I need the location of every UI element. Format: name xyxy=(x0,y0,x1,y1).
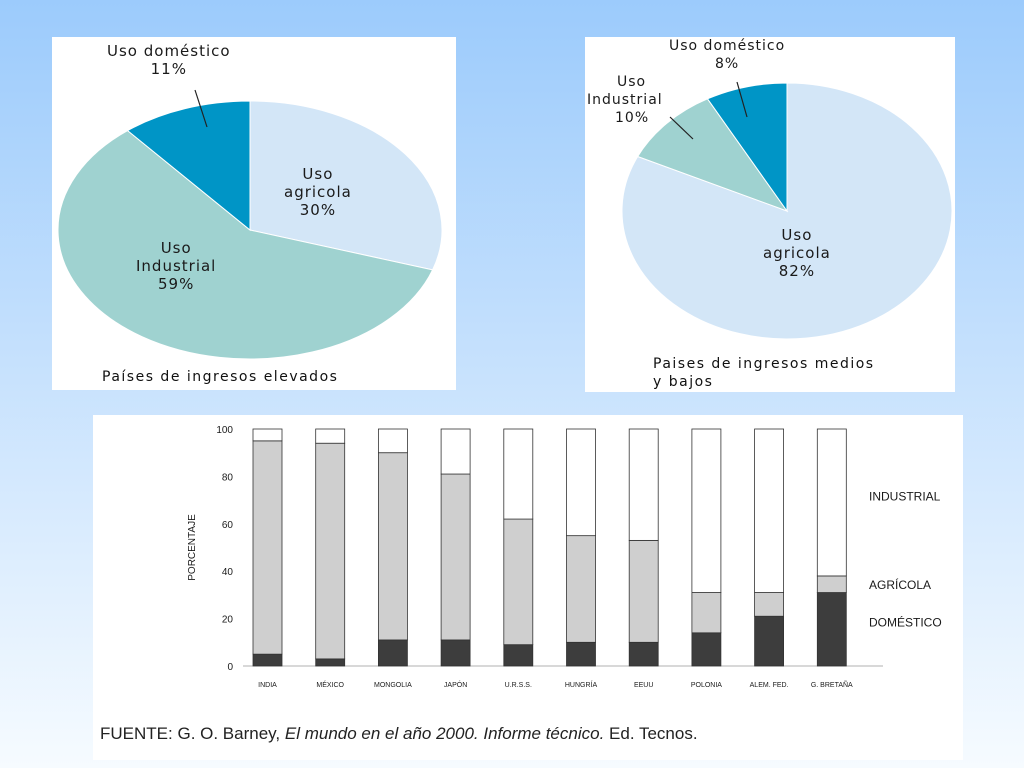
x-tick-label: G. BRETAÑA xyxy=(811,680,853,689)
bar-segment-agricola xyxy=(628,539,659,643)
pie-low-income-svg xyxy=(621,81,953,340)
bar-segment-agricola xyxy=(754,592,784,617)
pie2-caption: Paises de ingresos medios y bajos xyxy=(653,355,875,391)
stacked-bar-chart: 0 20 40 60 80 100 PORCENTAJE INDIA MÉXICO MONGOLI… xyxy=(93,415,963,760)
pie1-ind-value: 59% xyxy=(158,275,195,293)
bar-segment-domestico xyxy=(691,632,722,667)
x-tick-label: MONGOLIA xyxy=(374,682,412,689)
pie2-ind-title2: Industrial xyxy=(587,92,663,108)
source-label: FUENTE: xyxy=(100,724,173,743)
bar-segment-domestico xyxy=(503,644,534,667)
x-tick-label: MÉXICO xyxy=(316,680,344,689)
pie1-label-domestic: Uso doméstico 11% xyxy=(107,42,231,78)
pie2-agri-title2: agricola xyxy=(763,244,831,262)
legend-label-industrial: INDUSTRIAL xyxy=(869,489,941,503)
bar-segment-agricola xyxy=(503,518,534,646)
y-tick-label: 60 xyxy=(222,520,234,531)
bar-segment-domestico xyxy=(252,653,283,667)
y-tick-label: 100 xyxy=(216,425,233,436)
x-tick-label: JAPÓN xyxy=(444,680,467,689)
source-note: FUENTE: G. O. Barney, El mundo en el año… xyxy=(100,724,698,744)
x-tick-label: INDIA xyxy=(258,682,277,689)
pie2-domestic-title: Uso doméstico xyxy=(669,38,786,54)
bar-segment-industrial xyxy=(315,428,346,444)
bar-segment-industrial xyxy=(503,428,534,520)
bar-segment-agricola xyxy=(377,452,408,641)
pie-chart-high-income: Uso doméstico 11% Uso agricola 30% Uso I… xyxy=(52,37,456,390)
pie2-slice-1 xyxy=(636,98,789,213)
y-tick-label: 20 xyxy=(222,615,234,626)
bar-segment-domestico xyxy=(377,639,408,667)
bar-segment-domestico xyxy=(440,639,471,667)
pie2-label-agricultural: Uso agricola 82% xyxy=(763,226,831,280)
pie2-agri-title1: Uso xyxy=(781,226,813,244)
pie2-caption-line1: Paises de ingresos medios xyxy=(653,356,875,372)
bar-segment-agricola xyxy=(315,442,346,660)
pie1-domestic-value: 11% xyxy=(150,60,187,78)
y-tick-label: 0 xyxy=(227,662,233,673)
pie2-label-industrial: Uso Industrial 10% xyxy=(587,73,663,127)
bar-chart-svg: 0 20 40 60 80 100 PORCENTAJE INDIA MÉXICO MONGOLI… xyxy=(187,425,942,689)
pie2-ind-value: 10% xyxy=(615,110,650,126)
y-axis-label: PORCENTAJE xyxy=(187,514,198,581)
legend-label-domestico: DOMÉSTICO xyxy=(869,614,942,629)
x-tick-label: POLONIA xyxy=(691,682,722,689)
bar-segment-agricola xyxy=(440,473,471,641)
bar-segment-industrial xyxy=(377,428,408,454)
y-tick-label: 80 xyxy=(222,472,234,483)
bar-segment-industrial xyxy=(252,428,283,442)
pie2-leader-line-1 xyxy=(669,116,694,140)
bar-segment-industrial xyxy=(816,428,847,577)
pie2-caption-line2: y bajos xyxy=(653,374,714,390)
pie1-label-industrial: Uso Industrial 59% xyxy=(136,239,216,293)
bar-segment-domestico xyxy=(628,641,659,667)
x-tick-label: ALEM. FED. xyxy=(750,682,789,689)
pie2-slice-2 xyxy=(706,82,788,213)
pie2-leader-line-0 xyxy=(736,81,748,118)
bar-segment-industrial xyxy=(691,428,722,593)
bar-segment-industrial xyxy=(566,428,596,537)
bar-segment-industrial xyxy=(440,428,471,475)
source-title: El mundo en el año 2000. Informe técnico… xyxy=(284,724,605,743)
pie1-slice-2 xyxy=(126,100,251,232)
pie1-agri-title2: agricola xyxy=(284,183,352,201)
pie1-slice-1 xyxy=(57,130,434,360)
bar-segment-agricola xyxy=(566,535,596,643)
bar-segment-industrial xyxy=(754,428,784,593)
bar-segment-domestico xyxy=(816,592,847,667)
x-tick-label: U.R.S.S. xyxy=(505,682,532,689)
pie2-domestic-value: 8% xyxy=(714,56,740,72)
pie1-agri-title1: Uso xyxy=(302,165,334,183)
pie1-ind-title1: Uso xyxy=(160,239,192,257)
bar-segment-agricola xyxy=(691,592,722,634)
pie2-ind-title1: Uso xyxy=(617,74,647,90)
pie1-domestic-title: Uso doméstico xyxy=(107,42,231,60)
x-tick-label: HUNGRÍA xyxy=(565,680,598,689)
pie1-ind-title2: Industrial xyxy=(136,257,217,275)
source-publisher: Ed. Tecnos. xyxy=(609,724,698,743)
bar-segment-industrial xyxy=(628,428,659,541)
y-tick-label: 40 xyxy=(222,567,234,578)
bar-segment-agricola xyxy=(816,575,847,593)
pie2-label-domestic: Uso doméstico 8% xyxy=(669,37,785,73)
bar-segment-domestico xyxy=(754,615,784,667)
pie1-agri-value: 30% xyxy=(299,201,337,219)
pie1-slice-0 xyxy=(249,100,443,271)
pie2-agri-value: 82% xyxy=(778,262,816,280)
bar-segment-domestico xyxy=(315,658,346,667)
source-author: G. O. Barney, xyxy=(177,724,281,743)
pie1-caption: Países de ingresos elevados xyxy=(102,369,339,385)
pie-high-income-svg xyxy=(57,89,443,360)
bar-segment-agricola xyxy=(252,440,283,655)
pie-chart-low-income: Uso doméstico 8% Uso Industrial 10% Uso … xyxy=(585,37,955,392)
bar-segment-domestico xyxy=(566,641,596,667)
pie1-label-agricultural: Uso agricola 30% xyxy=(284,165,352,219)
x-tick-label: EEUU xyxy=(634,682,653,689)
legend-label-agricola: AGRÍCOLA xyxy=(869,577,931,592)
pie1-leader-line-0 xyxy=(194,89,208,128)
